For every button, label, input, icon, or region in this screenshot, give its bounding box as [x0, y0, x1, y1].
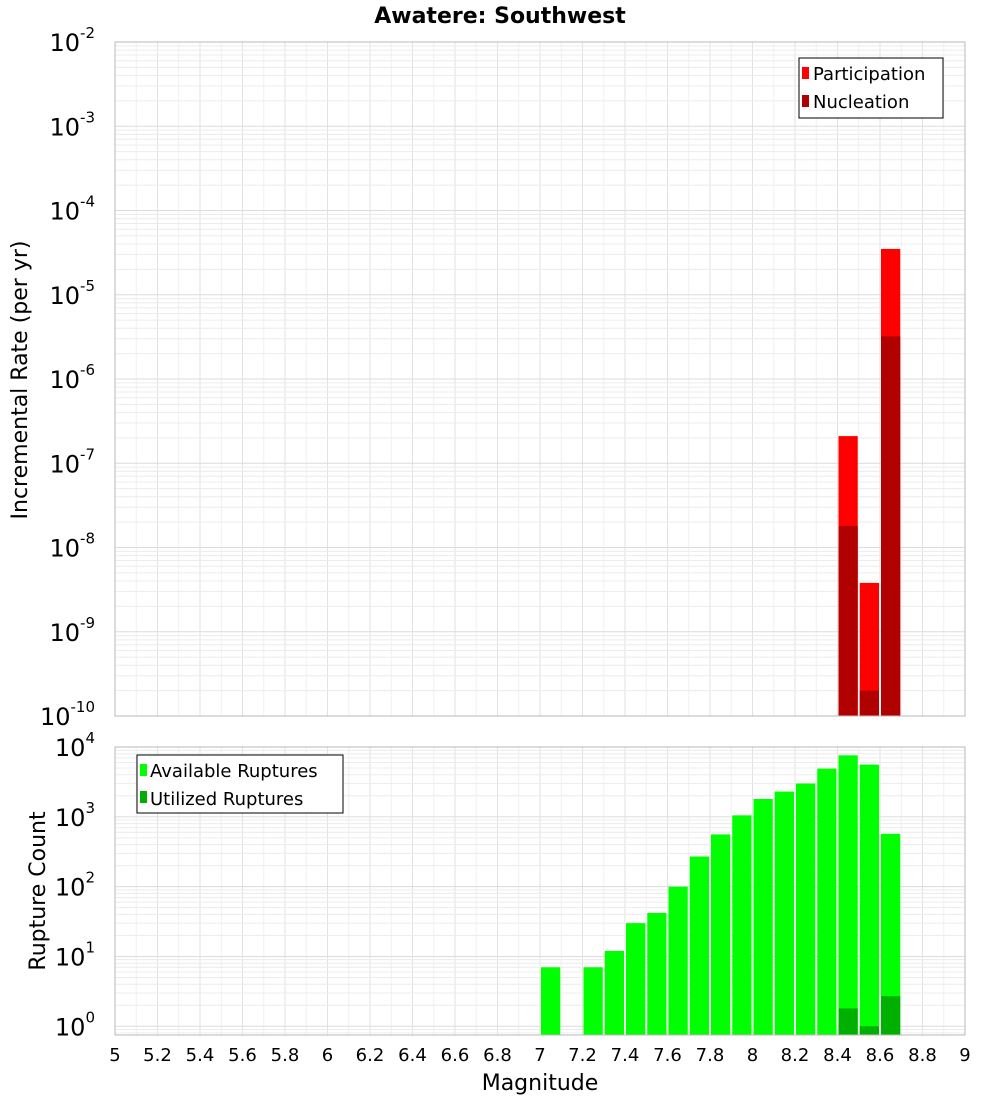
x-tick-label: 6.8	[483, 1045, 512, 1066]
nucleation-bar	[859, 690, 879, 716]
x-tick-label: 7	[534, 1045, 545, 1066]
available-ruptures-bar	[838, 755, 858, 1035]
available-legend-swatch	[140, 764, 147, 776]
rate-grid	[114, 41, 966, 717]
x-tick-label: 7.6	[653, 1045, 682, 1066]
x-tick-label: 8.8	[908, 1045, 937, 1066]
x-tick-label: 5	[109, 1045, 120, 1066]
rate-bars	[838, 248, 901, 716]
y-tick-label: 10-4	[49, 193, 95, 226]
chart-title: Awatere: Southwest	[374, 4, 626, 29]
count-y-axis-label: Rupture Count	[26, 811, 51, 971]
utilized-ruptures-bar	[859, 1026, 879, 1035]
y-tick-label: 104	[55, 729, 95, 762]
x-tick-label: 8.6	[866, 1045, 895, 1066]
nucleation-legend-label: Nucleation	[813, 92, 909, 113]
rate-legend: Participation Nucleation	[798, 57, 944, 119]
available-legend-label: Available Ruptures	[150, 761, 318, 782]
utilized-legend-label: Utilized Ruptures	[150, 789, 303, 810]
y-tick-label: 10-9	[49, 614, 95, 647]
x-tick-label: 5.2	[143, 1045, 172, 1066]
x-tick-label: 6.6	[441, 1045, 470, 1066]
y-tick-label: 10-6	[49, 361, 95, 394]
x-tick-label: 5.6	[228, 1045, 257, 1066]
available-ruptures-bar	[796, 783, 816, 1035]
y-tick-label: 10-8	[49, 530, 95, 563]
rate-legend-box	[798, 57, 944, 119]
available-ruptures-bar	[583, 967, 603, 1035]
available-ruptures-bar	[689, 856, 709, 1035]
nucleation-bar	[881, 336, 901, 716]
nucleation-legend-swatch	[802, 95, 809, 107]
x-tick-label: 5.8	[271, 1045, 300, 1066]
utilized-legend-swatch	[140, 791, 147, 803]
y-tick-label: 101	[55, 938, 95, 971]
x-tick-label: 7.8	[696, 1045, 725, 1066]
x-tick-label: 8.2	[781, 1045, 810, 1066]
participation-bar	[859, 582, 879, 716]
y-tick-label: 100	[55, 1008, 95, 1041]
x-tick-label: 9	[959, 1045, 970, 1066]
count-bars	[541, 755, 901, 1035]
count-x-ticks: 5 5.2 5.4 5.6 5.8 6 6.2 6.4 6.6 6.8 7 7.2 7.4 7.6 7.8 8…	[109, 1045, 970, 1066]
available-ruptures-bar	[626, 923, 646, 1035]
available-ruptures-bar	[668, 886, 688, 1035]
y-tick-label: 102	[55, 869, 95, 902]
count-plot-frame	[114, 746, 966, 1036]
rate-y-ticks: 10-2 10-3 10-4 10-5 10-6 10-7 10-8 10-9 10-10	[40, 24, 95, 731]
count-panel: 104 103 102 101 100 5 5.2 5.4 5.6 5.8 6 6.2 6.4 6.6 6…	[26, 729, 971, 1096]
available-ruptures-bar	[732, 815, 752, 1035]
y-tick-label: 10-7	[49, 445, 95, 478]
rate-y-axis-label: Incremental Rate (per yr)	[8, 241, 33, 520]
x-axis-label: Magnitude	[482, 1071, 599, 1096]
x-tick-label: 6.4	[398, 1045, 427, 1066]
y-tick-label: 10-5	[49, 277, 95, 310]
available-ruptures-bar	[859, 764, 879, 1035]
available-ruptures-bar	[647, 912, 667, 1035]
y-tick-label: 10-10	[40, 698, 95, 731]
y-tick-label: 10-3	[49, 108, 95, 141]
rate-plot-frame	[114, 41, 966, 717]
x-tick-label: 5.4	[186, 1045, 215, 1066]
count-y-ticks: 104 103 102 101 100	[55, 729, 95, 1041]
utilized-ruptures-bar	[881, 996, 901, 1035]
available-ruptures-bar	[753, 798, 773, 1035]
available-ruptures-bar	[711, 834, 731, 1035]
count-legend-box	[136, 754, 344, 814]
nucleation-bar	[838, 525, 858, 716]
count-legend: Available Ruptures Utilized Ruptures	[136, 754, 344, 814]
x-tick-label: 8	[747, 1045, 758, 1066]
x-tick-label: 7.2	[568, 1045, 597, 1066]
x-tick-label: 6.2	[356, 1045, 385, 1066]
y-tick-label: 103	[55, 799, 95, 832]
available-ruptures-bar	[881, 833, 901, 1035]
available-ruptures-bar	[541, 967, 561, 1035]
available-ruptures-bar	[817, 768, 837, 1035]
participation-legend-swatch	[802, 67, 809, 79]
x-tick-label: 8.4	[823, 1045, 852, 1066]
available-ruptures-bar	[774, 791, 794, 1035]
participation-legend-label: Participation	[813, 64, 925, 85]
utilized-ruptures-bar	[838, 1008, 858, 1035]
available-ruptures-bar	[604, 950, 624, 1035]
x-tick-label: 7.4	[611, 1045, 640, 1066]
rate-panel: 10-2 10-3 10-4 10-5 10-6 10-7 10-8 10-9 10-10 In…	[8, 24, 966, 731]
x-tick-label: 6	[322, 1045, 333, 1066]
y-tick-label: 10-2	[49, 24, 95, 57]
